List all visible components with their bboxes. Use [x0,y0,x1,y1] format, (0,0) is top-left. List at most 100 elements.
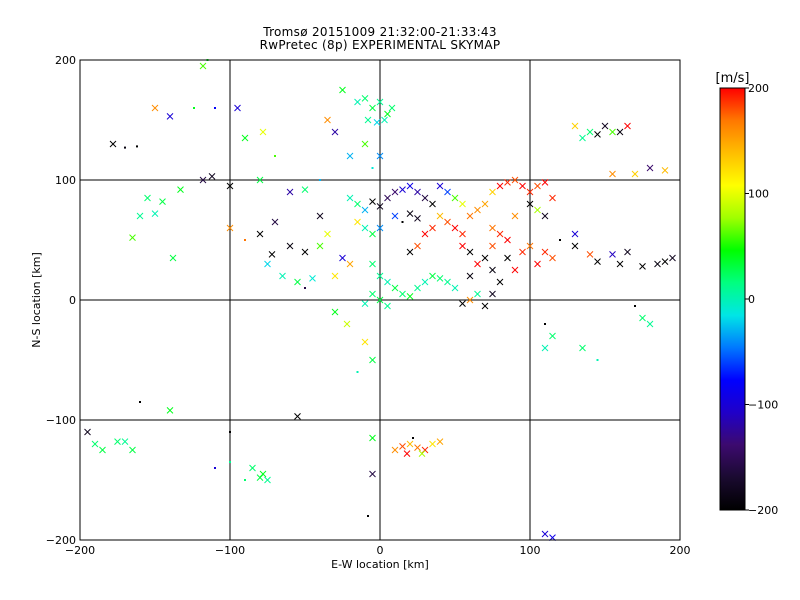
velocity-marker-x [429,440,436,448]
velocity-marker-x [571,122,579,130]
velocity-marker-x [361,95,369,102]
velocity-marker-x [373,119,381,126]
velocity-marker-dot [229,431,231,433]
velocity-marker-x [418,450,426,457]
velocity-marker-x [414,215,421,222]
velocity-marker-x [354,98,361,106]
velocity-marker-x [208,173,216,180]
velocity-marker-x [279,272,286,280]
velocity-marker-x [129,446,136,454]
velocity-marker-x [369,260,376,268]
velocity-marker-x [436,275,444,282]
velocity-marker-x [91,440,99,448]
colorbar [719,87,746,511]
velocity-marker-x [361,224,369,232]
velocity-marker-dot [139,401,141,403]
velocity-marker-x [466,248,474,256]
velocity-marker-x [631,170,639,178]
velocity-marker-x [159,198,166,205]
y-tick-label: 0 [69,294,76,307]
velocity-marker-x [609,170,616,178]
velocity-marker-x [489,188,496,196]
velocity-marker-x [199,176,207,184]
velocity-marker-x [579,134,586,142]
velocity-marker-dot [214,467,216,469]
velocity-marker-x [414,188,421,196]
velocity-marker-dot [244,239,246,241]
grid-lines [80,60,680,540]
velocity-marker-x [309,275,316,282]
velocity-marker-x [399,186,406,193]
velocity-marker-x [84,428,91,436]
velocity-marker-x [616,128,624,136]
velocity-marker-x [361,300,369,307]
velocity-marker-x [136,212,144,220]
velocity-marker-x [594,131,601,138]
velocity-marker-x [234,104,241,112]
velocity-marker-x [346,194,354,202]
chart-subtitle: RwPretec (8p) EXPERIMENTAL SKYMAP [259,38,501,52]
velocity-marker-x [376,203,384,210]
velocity-marker-x [399,290,406,298]
velocity-marker-x [343,320,351,328]
velocity-marker-x [249,464,256,472]
velocity-marker-x [376,98,384,106]
velocity-marker-x [109,140,117,148]
velocity-marker-x [264,476,271,484]
velocity-marker-x [151,104,159,112]
velocity-marker-dot [371,167,374,169]
velocity-marker-x [259,128,267,136]
velocity-marker-x [669,254,676,262]
velocity-marker-x [624,122,631,130]
velocity-marker-x [639,314,646,322]
velocity-marker-x [114,438,121,445]
velocity-marker-x [166,407,174,414]
velocity-marker-x [403,450,411,457]
velocity-marker-x [526,242,534,250]
velocity-marker-x [466,296,474,304]
velocity-marker-dot [244,479,246,481]
velocity-marker-x [444,218,451,226]
velocity-marker-x [489,242,496,250]
velocity-marker-x [331,308,339,316]
velocity-marker-x [361,338,369,346]
velocity-marker-x [391,188,399,196]
velocity-marker-x [199,62,207,70]
velocity-marker-x [414,284,421,292]
chart-title: Tromsø 20151009 21:32:00-21:33:43 [263,25,497,39]
velocity-marker-x [369,434,376,442]
velocity-marker-x [541,212,549,220]
velocity-marker-x [496,278,504,286]
velocity-marker-x [166,113,174,120]
y-tick-label: 200 [55,54,76,67]
velocity-marker-x [376,272,384,280]
velocity-marker-x [616,260,624,268]
velocity-marker-x [369,198,376,205]
velocity-marker-x [364,116,372,124]
velocity-marker-x [624,248,631,256]
velocity-marker-x [331,128,339,136]
velocity-marker-x [286,242,294,250]
velocity-marker-x [121,438,129,445]
velocity-marker-x [594,258,601,265]
velocity-marker-x [406,293,414,300]
velocity-marker-x [324,116,331,124]
velocity-marker-x [271,218,279,226]
velocity-marker-x [391,212,399,220]
velocity-marker-x [376,296,384,304]
velocity-marker-x [316,242,324,250]
velocity-marker-x [586,251,594,258]
velocity-marker-x [459,200,466,208]
velocity-marker-x [474,290,481,298]
velocity-marker-x [579,344,586,352]
velocity-marker-x [414,444,421,451]
colorbar-tick-label: −200 [748,504,778,517]
velocity-marker-x [414,242,421,250]
velocity-marker-x [376,224,384,232]
velocity-marker-x [466,272,474,280]
velocity-marker-x [406,440,414,448]
velocity-marker-x [421,194,429,202]
velocity-marker-x [519,182,526,190]
velocity-marker-dot [304,287,306,289]
